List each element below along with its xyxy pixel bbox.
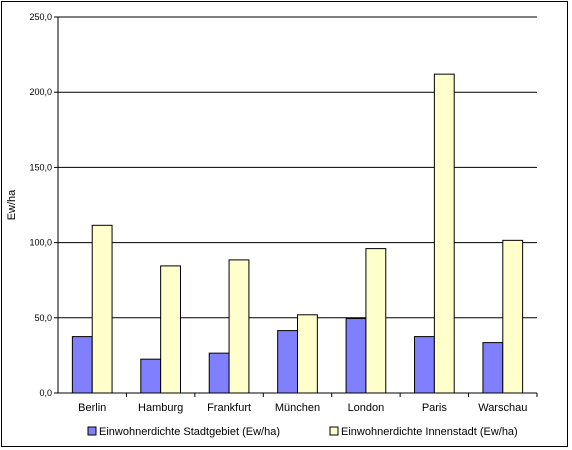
bar-stadtgebiet <box>71 336 93 394</box>
legend-swatch <box>329 426 339 436</box>
y-tick-label: 100,0 <box>29 238 52 248</box>
bar-stadtgebiet <box>482 342 504 394</box>
x-tick-label: Frankfurt <box>207 402 251 414</box>
bar-innenstadt <box>433 73 455 394</box>
y-tick-label: 250,0 <box>29 12 52 22</box>
y-tick-label: 150,0 <box>29 162 52 172</box>
x-tick-label: Paris <box>422 402 448 414</box>
legend: Einwohnerdichte Stadtgebiet (Ew/ha) Einwo… <box>87 426 518 438</box>
bar-innenstadt <box>502 239 524 394</box>
x-tick-label: London <box>348 402 385 414</box>
x-tick-label: München <box>275 402 320 414</box>
bar-innenstadt <box>228 259 250 394</box>
y-tick-labels: 0,0 50,0 100,0 150,0 200,0 250,0 <box>29 12 52 398</box>
x-tick-label: Hamburg <box>138 402 183 414</box>
axes <box>54 16 538 397</box>
legend-label: Einwohnerdichte Innenstadt (Ew/ha) <box>341 426 518 438</box>
legend-label: Einwohnerdichte Stadtgebiet (Ew/ha) <box>99 426 280 438</box>
bar-innenstadt <box>91 224 113 394</box>
y-tick-label: 50,0 <box>34 313 52 323</box>
gridlines <box>58 16 537 319</box>
bar-innenstadt <box>160 265 181 394</box>
bar-innenstadt <box>365 248 387 394</box>
y-tick-label: 0,0 <box>39 388 52 398</box>
x-tick-labels: Berlin Hamburg Frankfurt München London Paris… <box>78 402 527 414</box>
bar-innenstadt <box>297 314 318 394</box>
bars <box>71 73 524 394</box>
bar-stadtgebiet <box>277 330 298 394</box>
bar-stadtgebiet <box>414 336 435 394</box>
bar-stadtgebiet <box>140 358 162 394</box>
x-tick-label: Berlin <box>78 402 106 414</box>
y-axis-label: Ew/ha <box>6 189 18 220</box>
y-tick-label: 200,0 <box>29 87 52 97</box>
bar-stadtgebiet <box>208 352 230 394</box>
x-tick-label: Warschau <box>478 402 527 414</box>
bar-stadtgebiet <box>345 318 367 394</box>
legend-swatch <box>87 426 97 436</box>
